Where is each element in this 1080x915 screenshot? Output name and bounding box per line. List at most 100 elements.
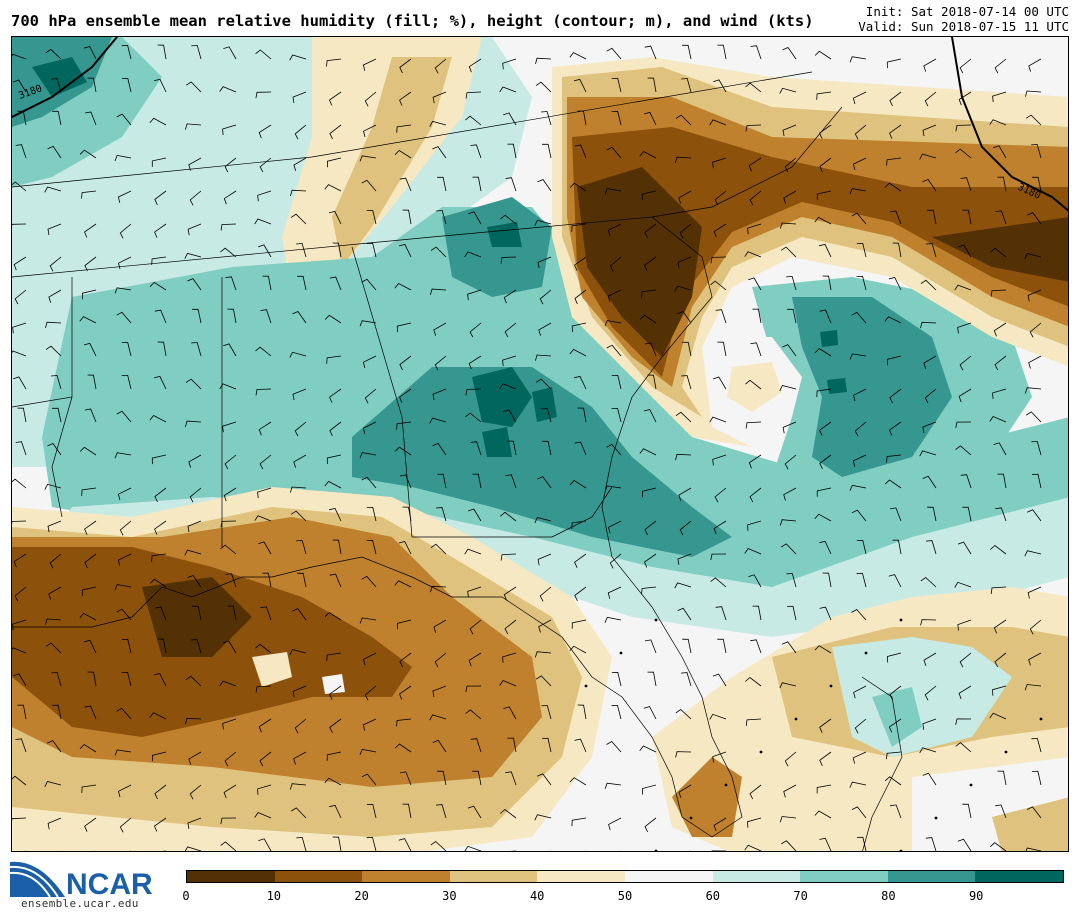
wind-barb [538,322,552,336]
wind-barb [499,680,517,687]
wind-barb [534,651,552,658]
wind-barb [639,314,657,324]
wind-barb [364,685,377,701]
wind-barb [121,44,132,60]
wind-barb [432,91,447,104]
wind-barb [294,421,307,437]
wind-barb [678,784,692,798]
wind-barb [114,584,132,591]
wind-barb [779,519,797,526]
wind-barb [814,513,832,522]
rh-field-ne-dbrown [577,167,702,357]
wind-barb [888,277,902,291]
wind-barb [620,850,621,851]
wind-barb [854,421,867,437]
wind-barb [470,144,482,159]
wind-barb [889,91,902,107]
wind-barb [289,351,307,358]
wind-barb [573,78,587,93]
wind-barb [957,541,972,555]
wind-barb [574,375,587,390]
wind-barb [188,751,202,765]
wind-barb [677,311,692,324]
wind-barb [641,784,657,795]
wind-barb [114,749,132,756]
wind-barb [639,150,657,159]
wind-barb [121,671,132,687]
wind-calm-dot [689,816,693,820]
wind-barb [784,751,797,767]
wind-barb [919,153,937,160]
wind-barb [534,219,552,226]
wind-barb [819,309,832,324]
wind-barb [326,157,342,168]
wind-barb [394,149,412,159]
wind-barb [293,157,307,171]
wind-barb [324,184,342,192]
map-panel: 3180 3180 [11,36,1069,852]
wind-barb [955,148,972,159]
wind-barb [294,718,307,734]
wind-barb [84,256,97,272]
wind-barb [924,685,937,701]
wind-barb [849,781,867,788]
wind-barb [81,487,97,496]
wind-barb [361,278,377,291]
wind-barb [1028,58,1042,72]
wind-barb [682,44,692,60]
wind-barb [185,81,202,93]
wind-barb [464,845,482,851]
wind-barb [884,776,902,786]
wind-barb [677,553,692,565]
wind-barb [990,544,1007,555]
wind-barb [185,717,202,725]
wind-barb [995,804,1007,819]
wind-barb [503,586,517,601]
wind-calm-dot [934,816,938,820]
wind-barb [535,57,552,65]
wind-barb [359,748,377,755]
wind-barb [432,443,447,456]
wind-barb [994,652,1007,668]
wind-barb [222,124,237,136]
wind-barb [500,256,517,264]
wind-barb [604,320,622,327]
wind-barb [192,308,202,324]
wind-barb [52,110,62,126]
wind-barb [819,718,832,733]
wind-barb [224,454,237,470]
wind-barb [569,777,587,786]
wind-barbs [12,44,1043,851]
wind-barb [990,247,1007,258]
wind-barb [709,416,727,423]
wind-barb [611,374,622,390]
wind-barb [574,553,587,568]
wind-barb [717,44,727,60]
wind-barb [574,738,587,753]
wind-barb [678,190,692,204]
wind-barb [781,840,797,851]
wind-calm-dot [899,849,903,851]
wind-barb [290,189,307,197]
wind-barb [607,289,622,302]
wind-barb [84,223,97,238]
wind-barb [920,321,937,329]
wind-barb [430,246,447,258]
wind-barb [464,548,482,555]
wind-barb [884,182,902,192]
wind-barb [886,751,902,760]
wind-barb [224,157,237,173]
wind-barb [15,144,27,159]
wind-barb [711,850,727,851]
wind-barb [923,355,937,369]
wind-barb [994,355,1007,371]
wind-barb [154,817,167,832]
wind-barb [992,91,1007,103]
wind-barb [15,441,27,456]
wind-barb [715,606,727,621]
wind-barb [997,473,1007,489]
wind-barb [332,242,342,258]
wind-barb [541,705,552,720]
wind-barb [712,673,727,687]
wind-barb [149,414,167,423]
